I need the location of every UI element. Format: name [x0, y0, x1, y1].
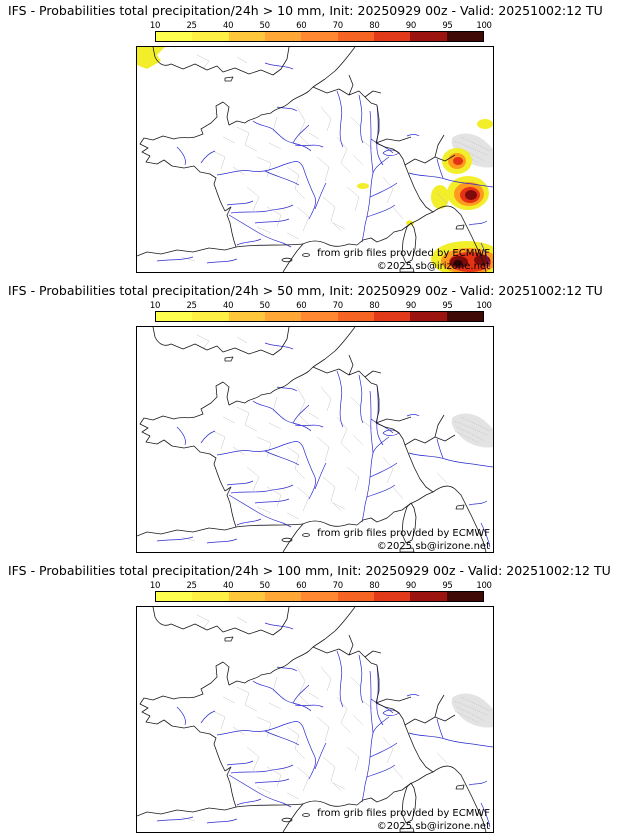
- map-50mm: from grib files provided by ECMWF ©2025 …: [136, 326, 494, 553]
- colorbar-segment: [337, 592, 374, 601]
- colorbar-segment: [228, 592, 265, 601]
- colorbar-tick-label: 80: [369, 21, 380, 31]
- probability-field-layer: [137, 47, 493, 272]
- colorbar-segment: [410, 32, 447, 41]
- colorbar-tick-label: 80: [369, 581, 380, 591]
- probability-colorbar: 10 25 40 50 60 70 80 90 95 100: [150, 21, 492, 42]
- colorbar-segment: [301, 32, 338, 41]
- colorbar-tick-label: 40: [223, 301, 234, 311]
- colorbar-tick-label: 50: [259, 301, 271, 311]
- colorbar-tick-label: 40: [223, 581, 234, 591]
- panel-title: IFS - Probabilities total precipitation/…: [8, 283, 603, 298]
- colorbar-tick-label: 70: [332, 581, 344, 591]
- panel-precip-50mm: IFS - Probabilities total precipitation/…: [0, 280, 630, 553]
- colorbar-segment: [446, 32, 483, 41]
- probability-blob: [477, 119, 493, 129]
- colorbar-tick-label: 10: [149, 581, 161, 591]
- colorbar-segment: [156, 312, 193, 321]
- colorbar-tick-label: 40: [223, 21, 234, 31]
- probability-colorbar: 10 25 40 50 60 70 80 90 95 100: [150, 581, 492, 602]
- probability-blob: [474, 255, 490, 265]
- colorbar-ticks: 10 25 40 50 60 70 80 90 95 100: [150, 581, 492, 591]
- colorbar-segment: [192, 312, 229, 321]
- colorbar-tick-label: 50: [259, 21, 271, 31]
- colorbar-segment: [337, 32, 374, 41]
- colorbar-tick-label: 100: [476, 301, 492, 311]
- colorbar-segment: [301, 592, 338, 601]
- panel-title: IFS - Probabilities total precipitation/…: [8, 563, 611, 578]
- data-provider-credit: from grib files provided by ECMWF: [317, 808, 490, 819]
- colorbar-segment: [301, 312, 338, 321]
- colorbar-ticks: 10 25 40 50 60 70 80 90 95 100: [150, 21, 492, 31]
- panel-title: IFS - Probabilities total precipitation/…: [8, 3, 603, 18]
- colorbar-segments: [155, 591, 484, 602]
- probability-blob: [431, 185, 449, 209]
- probability-blob: [453, 260, 463, 266]
- colorbar-segment: [337, 312, 374, 321]
- colorbar-segment: [373, 32, 411, 41]
- colorbar-segment: [264, 312, 302, 321]
- probability-blob: [465, 190, 477, 200]
- panel-precip-10mm: IFS - Probabilities total precipitation/…: [0, 0, 630, 273]
- colorbar-segment: [192, 32, 229, 41]
- colorbar-segment: [264, 592, 302, 601]
- panel-precip-100mm: IFS - Probabilities total precipitation/…: [0, 560, 630, 833]
- france-map-svg: [137, 47, 493, 272]
- colorbar-tick-label: 80: [369, 301, 380, 311]
- probability-colorbar: 10 25 40 50 60 70 80 90 95 100: [150, 301, 492, 322]
- colorbar-segment: [192, 592, 229, 601]
- colorbar-segment: [156, 592, 193, 601]
- colorbar-tick-label: 100: [476, 21, 492, 31]
- colorbar-tick-label: 95: [442, 581, 453, 591]
- colorbar-tick-label: 60: [296, 301, 307, 311]
- probability-blob: [453, 157, 463, 165]
- copyright-credit: ©2025 sb@irizone.net: [376, 821, 490, 832]
- probability-blob: [357, 183, 369, 189]
- colorbar-tick-label: 100: [476, 581, 492, 591]
- probability-blob: [137, 47, 165, 69]
- colorbar-segment: [410, 312, 447, 321]
- colorbar-tick-label: 60: [296, 21, 307, 31]
- colorbar-segment: [228, 32, 265, 41]
- france-map-svg: [137, 607, 493, 832]
- colorbar-ticks: 10 25 40 50 60 70 80 90 95 100: [150, 301, 492, 311]
- colorbar-segment: [410, 592, 447, 601]
- colorbar-segment: [446, 312, 483, 321]
- colorbar-tick-label: 25: [186, 581, 197, 591]
- colorbar-tick-label: 70: [332, 301, 344, 311]
- colorbar-segment: [446, 592, 483, 601]
- colorbar-tick-label: 95: [442, 301, 453, 311]
- colorbar-tick-label: 25: [186, 301, 197, 311]
- map-100mm: from grib files provided by ECMWF ©2025 …: [136, 606, 494, 833]
- map-10mm: from grib files provided by ECMWF ©2025 …: [136, 46, 494, 273]
- colorbar-tick-label: 10: [149, 21, 161, 31]
- france-map-svg: [137, 327, 493, 552]
- colorbar-tick-label: 90: [405, 581, 417, 591]
- colorbar-tick-label: 70: [332, 21, 344, 31]
- copyright-credit: ©2025 sb@irizone.net: [376, 261, 490, 272]
- colorbar-segment: [228, 312, 265, 321]
- data-provider-credit: from grib files provided by ECMWF: [317, 528, 490, 539]
- colorbar-tick-label: 95: [442, 21, 453, 31]
- colorbar-tick-label: 50: [259, 581, 271, 591]
- colorbar-segments: [155, 311, 484, 322]
- colorbar-segment: [373, 592, 411, 601]
- colorbar-segment: [373, 312, 411, 321]
- colorbar-segments: [155, 31, 484, 42]
- colorbar-tick-label: 60: [296, 581, 307, 591]
- colorbar-segment: [264, 32, 302, 41]
- copyright-credit: ©2025 sb@irizone.net: [376, 541, 490, 552]
- data-provider-credit: from grib files provided by ECMWF: [317, 248, 490, 259]
- colorbar-tick-label: 90: [405, 21, 417, 31]
- colorbar-tick-label: 90: [405, 301, 417, 311]
- colorbar-tick-label: 10: [149, 301, 161, 311]
- colorbar-segment: [156, 32, 193, 41]
- colorbar-tick-label: 25: [186, 21, 197, 31]
